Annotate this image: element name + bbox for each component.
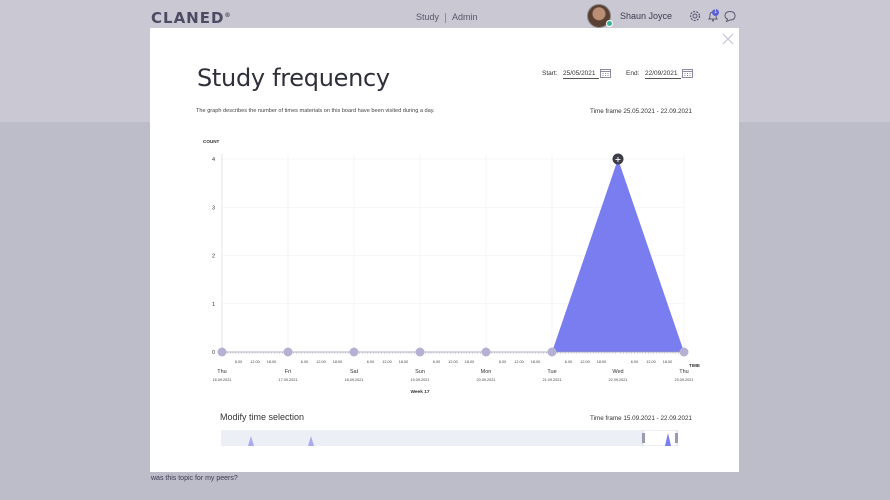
x-day-label: Sat <box>350 369 359 375</box>
mini-spike-selected <box>665 433 671 446</box>
range-selection-window[interactable] <box>642 430 678 446</box>
timeframe-label: Time frame 25.05.2021 - 22.09.2021 <box>590 108 692 115</box>
gear-icon[interactable] <box>688 9 702 23</box>
x-hour-label: 6.00 <box>433 360 440 364</box>
y-tick-label: 4 <box>212 157 215 163</box>
x-day-label: Thu <box>217 369 226 375</box>
user-name[interactable]: Shaun Joyce <box>620 11 673 21</box>
x-date-label: 18.09.2021 <box>344 378 363 382</box>
page-title: Study frequency <box>197 64 390 92</box>
y-axis-label: COUNT <box>203 139 220 144</box>
x-hour-label: 18.00 <box>597 360 607 364</box>
x-date-label: 23.09.2021 <box>674 378 693 382</box>
claned-logo[interactable]: CLANED® <box>151 9 232 27</box>
y-tick-label: 2 <box>212 254 215 260</box>
end-date-field[interactable]: 22/09/2021 <box>645 70 681 79</box>
data-point-marker <box>349 347 359 357</box>
nav-admin[interactable]: Admin <box>452 12 478 22</box>
x-hour-label: 18.00 <box>267 360 277 364</box>
mini-spike <box>248 436 254 446</box>
data-point-marker <box>217 347 227 357</box>
calendar-icon[interactable] <box>682 68 693 78</box>
range-handle-right[interactable] <box>675 433 678 443</box>
time-range-selector[interactable] <box>221 430 678 446</box>
data-point-marker <box>547 347 557 357</box>
start-label: Start: <box>542 70 558 77</box>
end-label: End: <box>626 70 640 77</box>
data-point-marker <box>612 153 624 165</box>
x-hour-label: 6.00 <box>499 360 506 364</box>
chat-icon[interactable] <box>723 9 737 23</box>
modify-time-selection-title: Modify time selection <box>220 412 305 422</box>
x-hour-label: 12.00 <box>646 360 656 364</box>
data-point-marker <box>283 347 293 357</box>
x-hour-label: 12.00 <box>448 360 458 364</box>
notification-badge: 1 <box>712 9 719 16</box>
chart-description: The graph describes the number of times … <box>196 108 435 114</box>
x-hour-label: 12.00 <box>514 360 524 364</box>
x-date-label: 16.09.2021 <box>212 378 231 382</box>
mini-spike <box>308 436 314 446</box>
x-date-label: 19.09.2021 <box>410 378 429 382</box>
start-date-field[interactable]: 25/05/2021 <box>563 70 599 79</box>
data-point-plus: + <box>615 155 622 164</box>
selection-timeframe-label: Time frame 15.09.2021 - 22.09.2021 <box>590 415 692 422</box>
data-point-marker <box>679 347 689 357</box>
x-date-label: 20.09.2021 <box>476 378 495 382</box>
study-frequency-chart: COUNT 0 1 2 3 4 6.00 12.00 18.00 6.00 12.00 18.00 6.… <box>203 139 700 395</box>
x-axis-label: TIME <box>689 363 700 368</box>
y-tick-label: 1 <box>212 302 215 308</box>
nav-study[interactable]: Study <box>416 12 440 22</box>
x-hour-label: 18.00 <box>531 360 541 364</box>
x-hour-label: 6.00 <box>235 360 242 364</box>
x-hour-label: 18.00 <box>663 360 673 364</box>
data-point-marker <box>415 347 425 357</box>
x-date-label: 17.09.2021 <box>278 378 297 382</box>
x-hour-label: 18.00 <box>333 360 343 364</box>
calendar-icon[interactable] <box>600 68 611 78</box>
range-handle-left[interactable] <box>642 433 645 443</box>
x-day-label: Tue <box>547 369 556 375</box>
x-date-label: 21.09.2021 <box>542 378 561 382</box>
online-status-dot <box>606 20 613 27</box>
x-hour-label: 12.00 <box>250 360 260 364</box>
x-hour-label: 18.00 <box>465 360 475 364</box>
background-question: was this topic for my peers? <box>151 475 238 482</box>
x-hour-label: 12.00 <box>316 360 326 364</box>
y-tick-label: 3 <box>212 205 215 211</box>
x-day-label: Wed <box>612 369 623 375</box>
week-label: Week 17 <box>410 389 429 395</box>
x-date-label: 22.09.2021 <box>608 378 627 382</box>
x-day-label: Sun <box>415 369 425 375</box>
x-hour-label: 6.00 <box>367 360 374 364</box>
data-point-marker <box>481 347 491 357</box>
x-day-label: Fri <box>285 369 291 375</box>
x-hour-label: 12.00 <box>580 360 590 364</box>
close-icon[interactable] <box>722 33 734 45</box>
main-nav: Study Admin <box>416 12 478 23</box>
nav-divider <box>445 12 447 23</box>
y-tick-label: 0 <box>212 350 215 356</box>
x-hour-label: 12.00 <box>382 360 392 364</box>
x-hour-label: 6.00 <box>301 360 308 364</box>
x-day-label: Mon <box>481 369 492 375</box>
x-day-label: Thu <box>679 369 688 375</box>
x-hour-label: 6.00 <box>565 360 572 364</box>
x-hour-label: 6.00 <box>631 360 638 364</box>
area-series <box>222 159 684 352</box>
x-hour-label: 18.00 <box>399 360 409 364</box>
